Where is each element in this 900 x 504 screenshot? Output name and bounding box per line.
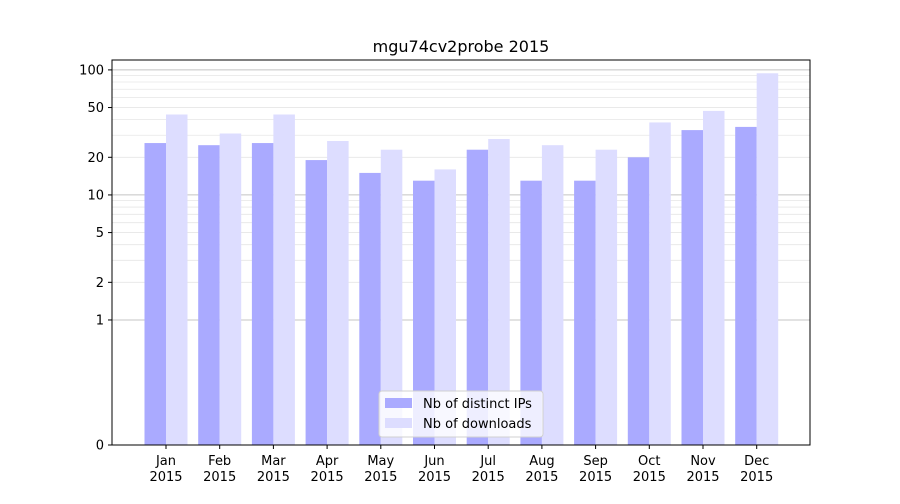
bar-distinct-ips (144, 143, 166, 445)
y-tick-label: 1 (96, 313, 104, 328)
chart-title: mgu74cv2probe 2015 (373, 37, 550, 56)
legend-label: Nb of distinct IPs (423, 397, 532, 412)
bar-distinct-ips (466, 149, 489, 446)
y-axis: 0 1 2 5 10 20 50 100 (79, 63, 112, 454)
bar-downloads (219, 133, 242, 445)
x-axis: Jan2015Feb2015Mar2015Apr2015May2015Jun20… (149, 445, 773, 485)
bar-distinct-ips (574, 180, 596, 445)
legend-swatch (385, 398, 412, 408)
x-tick-label: Sep (583, 454, 608, 469)
bar-distinct-ips (681, 130, 703, 445)
x-tick-label: Feb (208, 454, 231, 469)
bars (144, 73, 779, 446)
x-tick-label: Apr (316, 454, 339, 469)
bar-distinct-ips (198, 145, 220, 445)
legend-frame (378, 390, 544, 438)
bar-distinct-ips (735, 126, 757, 446)
legend: Nb of distinct IPs Nb of downloads (378, 390, 544, 438)
x-tick-label: 2015 (579, 470, 612, 485)
x-tick-label: Mar (261, 454, 286, 469)
x-tick-label: 2015 (740, 470, 773, 485)
x-tick-label: Aug (529, 454, 554, 469)
bar-distinct-ips (413, 180, 435, 445)
y-tick-label: 2 (96, 276, 104, 291)
y-tick-label: 20 (87, 151, 104, 166)
y-tick-label: 5 (96, 226, 104, 241)
x-tick-label: Oct (638, 454, 660, 469)
x-tick-label: 2015 (686, 470, 719, 485)
x-tick-label: 2015 (149, 470, 182, 485)
x-tick-label: Dec (744, 454, 769, 469)
bar-downloads (756, 73, 779, 446)
y-tick-label: 100 (79, 63, 104, 78)
bar-downloads (434, 169, 456, 445)
bar-downloads (166, 114, 188, 445)
bar-downloads (541, 145, 564, 445)
bar-downloads (273, 114, 295, 445)
y-tick-label: 10 (87, 188, 104, 203)
bar-downloads (327, 140, 349, 445)
plot-frame (111, 59, 811, 446)
x-tick-label: 2015 (525, 470, 558, 485)
x-tick-label: Nov (690, 454, 716, 469)
x-tick-label: 2015 (633, 470, 666, 485)
y-tick-label: 0 (96, 439, 104, 454)
bar-downloads (380, 149, 403, 446)
x-tick-label: 2015 (364, 470, 397, 485)
x-tick-label: May (367, 454, 394, 469)
legend-swatch (385, 418, 412, 428)
bar-downloads (703, 110, 725, 445)
bar-distinct-ips (520, 180, 542, 445)
x-tick-label: 2015 (418, 470, 451, 485)
legend-label: Nb of downloads (423, 417, 532, 432)
x-tick-label: Jul (479, 454, 496, 469)
bar-distinct-ips (305, 160, 328, 445)
bar-downloads (595, 149, 618, 446)
bar-distinct-ips (251, 143, 274, 445)
y-tick-label: 50 (87, 101, 104, 116)
x-tick-label: 2015 (257, 470, 290, 485)
bar-distinct-ips (627, 157, 650, 445)
x-tick-label: Jan (155, 454, 176, 469)
x-tick-label: Jun (423, 454, 444, 469)
x-tick-label: 2015 (311, 470, 344, 485)
bar-downloads (488, 139, 510, 445)
x-tick-label: 2015 (472, 470, 505, 485)
x-tick-label: 2015 (203, 470, 236, 485)
bar-downloads (649, 122, 671, 445)
bar-distinct-ips (359, 172, 381, 445)
